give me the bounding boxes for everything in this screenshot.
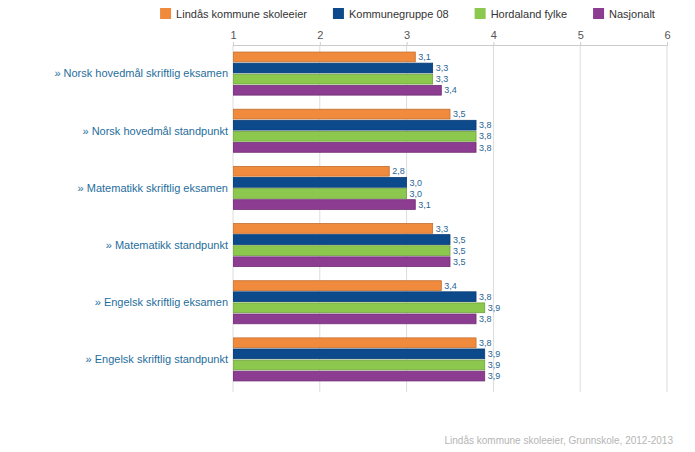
data-label: 3,3 xyxy=(436,74,449,84)
bar xyxy=(233,52,415,62)
category-label: » Norsk hovedmål skriftlig eksamen xyxy=(54,67,228,79)
bar xyxy=(233,200,415,210)
legend-swatch xyxy=(333,8,344,19)
tick-label: 4 xyxy=(491,29,497,41)
data-labels: 3,13,52,83,33,43,83,33,83,03,53,83,93,33… xyxy=(392,52,500,381)
grid-line xyxy=(580,45,581,392)
legend-label: Lindås kommune skoleeier xyxy=(176,8,307,20)
data-label: 3,4 xyxy=(444,85,457,95)
data-label: 3,5 xyxy=(453,109,466,119)
grid xyxy=(233,45,667,392)
bars xyxy=(233,52,485,381)
category-label: » Matematikk skriftlig eksamen xyxy=(78,182,228,194)
data-label: 3,5 xyxy=(453,257,466,267)
tick-label: 5 xyxy=(578,29,584,41)
bar xyxy=(233,85,441,95)
bar xyxy=(233,235,450,245)
data-label: 3,8 xyxy=(479,314,492,324)
tick-label: 3 xyxy=(404,29,410,41)
data-label: 2,8 xyxy=(392,166,405,176)
data-label: 3,8 xyxy=(479,131,492,141)
grid-line xyxy=(493,45,494,392)
tick-label: 2 xyxy=(317,29,323,41)
tick-mark xyxy=(320,42,321,45)
data-label: 3,5 xyxy=(453,235,466,245)
data-label: 3,9 xyxy=(488,349,501,359)
bar xyxy=(233,224,433,234)
bar xyxy=(233,74,433,84)
x-axis: 1 2 3 4 5 6 xyxy=(230,29,670,46)
data-label: 3,3 xyxy=(436,63,449,73)
data-label: 3,1 xyxy=(418,200,431,210)
legend: Lindås kommune skoleeier Kommunegruppe 08… xyxy=(160,8,655,20)
bar xyxy=(233,109,450,119)
bar xyxy=(233,349,485,359)
bar xyxy=(233,371,485,381)
data-label: 3,8 xyxy=(479,143,492,153)
chart: 1234563,13,52,83,33,43,83,33,83,03,53,83… xyxy=(0,0,695,452)
legend-swatch xyxy=(593,8,604,19)
grid-line xyxy=(667,45,668,392)
footer-note: Lindås kommune skoleeier, Grunnskole, 20… xyxy=(445,435,674,446)
tick-label: 1 xyxy=(230,29,236,41)
data-label: 3,0 xyxy=(410,178,423,188)
data-label: 3,9 xyxy=(488,360,501,370)
bar xyxy=(233,360,485,370)
tick-label: 6 xyxy=(664,29,670,41)
tick-mark xyxy=(233,42,234,45)
legend-item: Kommunegruppe 08 xyxy=(333,8,449,20)
tick-mark xyxy=(667,42,668,45)
tick: 3 xyxy=(404,29,410,45)
axis-line xyxy=(234,42,668,46)
data-label: 3,3 xyxy=(436,224,449,234)
bar xyxy=(233,292,476,302)
bar xyxy=(233,314,476,324)
category-label: » Engelsk skriftlig standpunkt xyxy=(86,353,228,365)
bar xyxy=(233,131,476,141)
tick: 5 xyxy=(578,29,584,45)
legend-item: Nasjonalt xyxy=(593,8,655,20)
data-label: 3,1 xyxy=(418,52,431,62)
category-axis: » Norsk hovedmål skriftlig eksamen » Nors… xyxy=(54,67,228,365)
category-label: » Norsk hovedmål standpunkt xyxy=(82,125,228,137)
bar xyxy=(233,338,476,348)
tick-mark xyxy=(407,42,408,45)
category-label: » Matematikk standpunkt xyxy=(106,239,228,251)
tick-mark xyxy=(580,42,581,45)
legend-label: Hordaland fylke xyxy=(491,8,567,20)
data-label: 3,4 xyxy=(444,281,457,291)
data-label: 3,8 xyxy=(479,338,492,348)
bar xyxy=(233,246,450,256)
data-label: 3,5 xyxy=(453,246,466,256)
data-label: 3,8 xyxy=(479,120,492,130)
bar xyxy=(233,281,441,291)
tick: 6 xyxy=(664,29,670,45)
tick: 2 xyxy=(317,29,323,45)
legend-label: Kommunegruppe 08 xyxy=(349,8,449,20)
bar xyxy=(233,257,450,267)
data-label: 3,0 xyxy=(410,189,423,199)
legend-item: Lindås kommune skoleeier xyxy=(160,8,307,20)
data-label: 3,9 xyxy=(488,303,501,313)
legend-item: Hordaland fylke xyxy=(475,8,567,20)
bar xyxy=(233,166,389,176)
tick: 4 xyxy=(491,29,497,45)
bar xyxy=(233,63,433,73)
bar xyxy=(233,143,476,153)
bar xyxy=(233,189,407,199)
bar xyxy=(233,303,485,313)
legend-swatch xyxy=(475,8,486,19)
data-label: 3,9 xyxy=(488,371,501,381)
bar xyxy=(233,120,476,130)
tick-mark xyxy=(493,42,494,45)
bar xyxy=(233,177,407,187)
legend-label: Nasjonalt xyxy=(609,8,655,20)
category-label: » Engelsk skriftlig eksamen xyxy=(95,296,228,308)
legend-swatch xyxy=(160,8,171,19)
tick: 1 xyxy=(230,29,236,45)
data-label: 3,8 xyxy=(479,292,492,302)
